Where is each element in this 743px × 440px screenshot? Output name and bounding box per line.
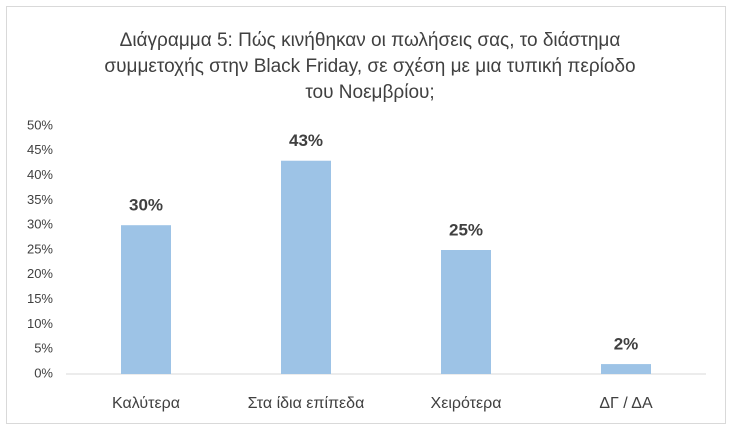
y-tick-label: 10% xyxy=(27,316,53,331)
bar xyxy=(281,160,331,374)
x-tick-label: Χειρότερα xyxy=(431,395,502,412)
x-tick-label: Καλύτερα xyxy=(112,395,180,412)
bar xyxy=(121,225,171,374)
value-label: 2% xyxy=(614,335,639,354)
y-tick-label: 35% xyxy=(27,192,53,207)
chart-frame xyxy=(6,6,726,424)
y-tick-label: 30% xyxy=(27,217,53,232)
y-tick-label: 20% xyxy=(27,266,53,281)
y-tick-label: 25% xyxy=(27,241,53,256)
y-tick-label: 45% xyxy=(27,142,53,157)
y-tick-label: 50% xyxy=(27,117,53,132)
chart-title: Διάγραμμα 5: Πώς κινήθηκαν οι πωλήσεις σ… xyxy=(104,30,636,103)
y-tick-label: 40% xyxy=(27,167,53,182)
value-label: 30% xyxy=(129,196,163,215)
x-tick-label: Στα ίδια επίπεδα xyxy=(248,395,365,412)
y-tick-label: 5% xyxy=(34,341,53,356)
y-tick-label: 15% xyxy=(27,291,53,306)
value-label: 43% xyxy=(289,131,323,150)
x-tick-label: ΔΓ / ΔΑ xyxy=(599,395,653,412)
bar xyxy=(601,364,651,374)
value-label: 25% xyxy=(449,220,483,239)
y-tick-label: 0% xyxy=(34,365,53,380)
bar xyxy=(441,250,491,374)
